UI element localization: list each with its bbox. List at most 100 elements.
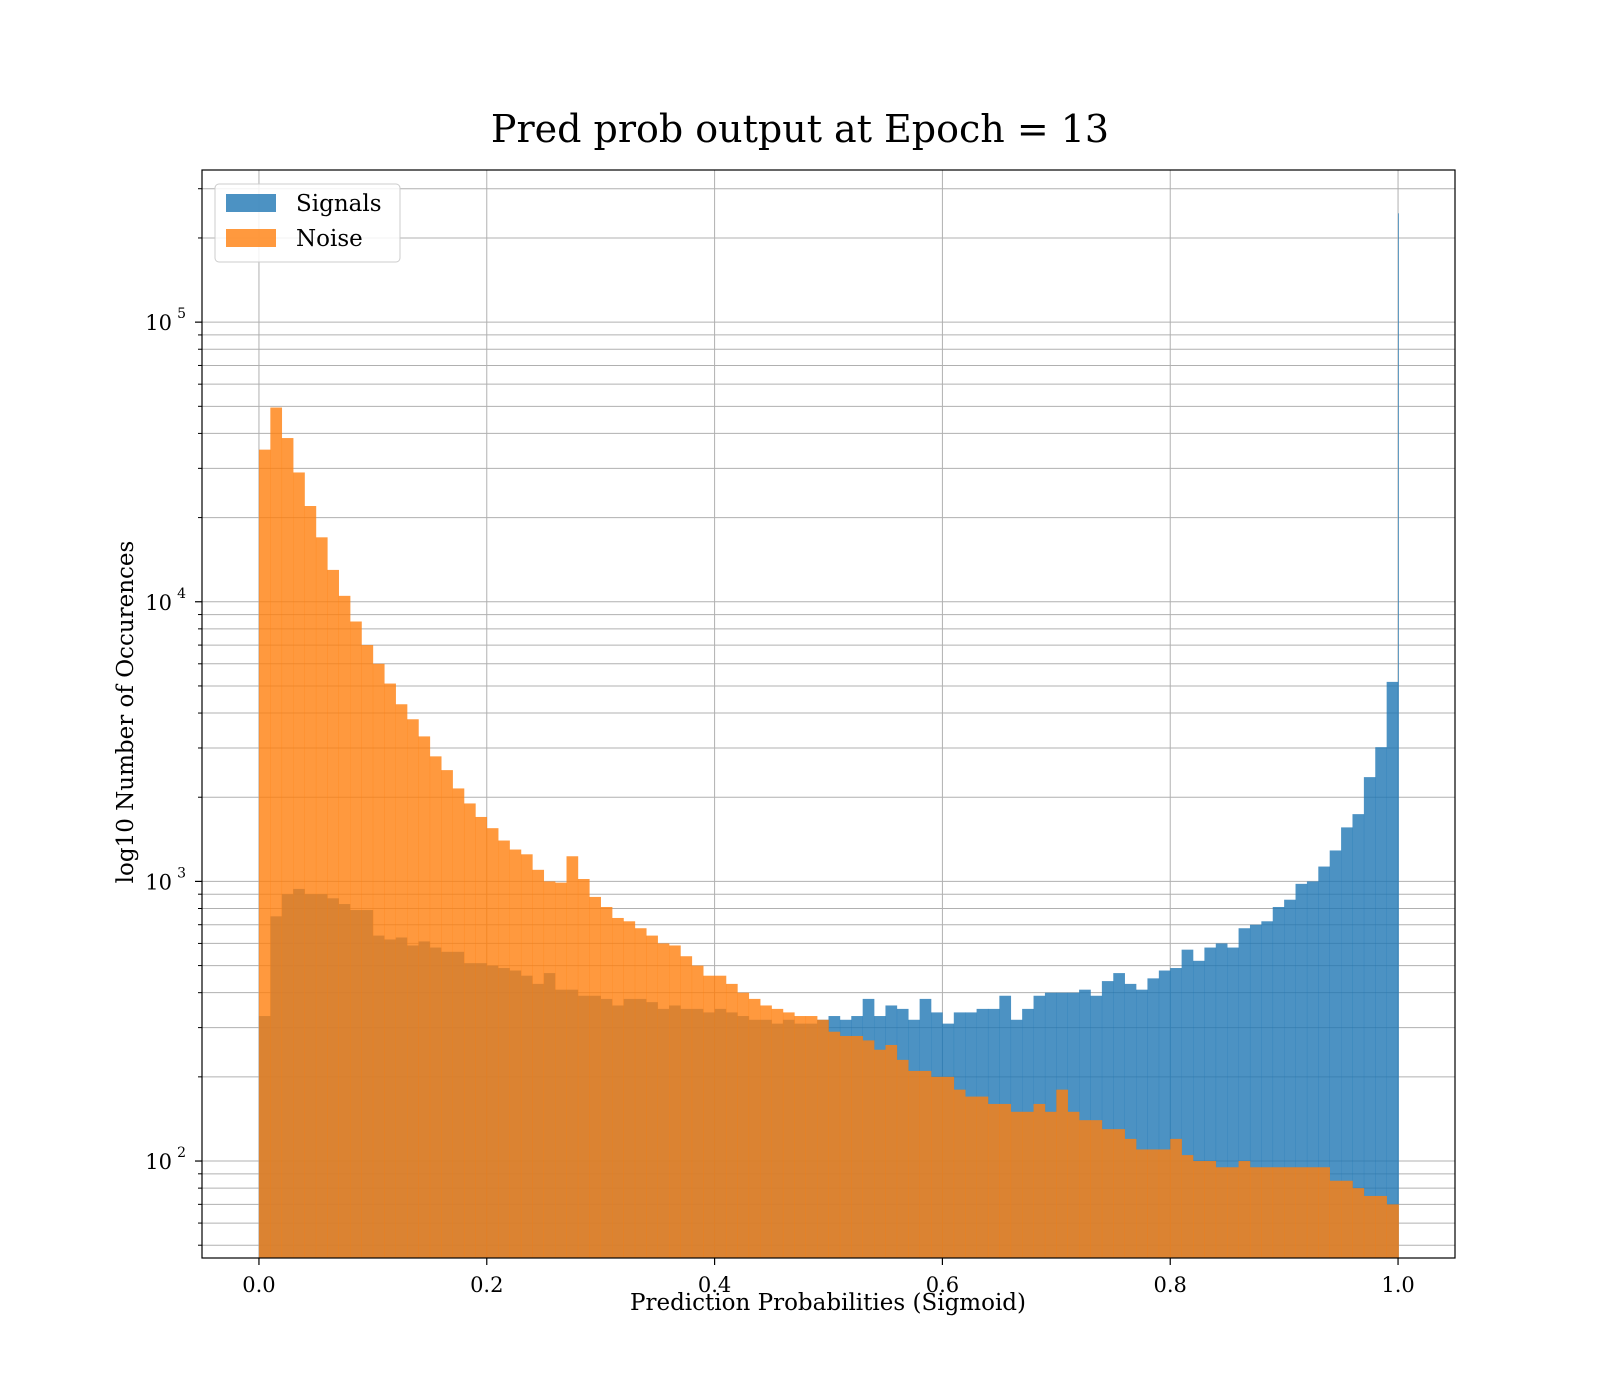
noise-bar bbox=[498, 840, 510, 1258]
legend-label-signals: Signals bbox=[296, 191, 382, 217]
noise-bar bbox=[532, 869, 545, 1258]
signals-bar bbox=[1284, 899, 1296, 1258]
noise-bar bbox=[1398, 1204, 1399, 1258]
noise-bar bbox=[600, 906, 613, 1258]
chart-title: Pred prob output at Epoch = 13 bbox=[491, 107, 1109, 151]
noise-bar bbox=[874, 1049, 886, 1258]
signals-bar bbox=[1113, 973, 1125, 1258]
noise-bar bbox=[805, 1016, 818, 1258]
noise-bar bbox=[452, 788, 465, 1258]
plot-frame bbox=[201, 169, 1456, 1259]
noise-bar bbox=[1341, 1180, 1353, 1258]
noise-bar bbox=[589, 896, 601, 1258]
signals-bar bbox=[1363, 777, 1376, 1258]
signals-bar bbox=[1147, 978, 1160, 1258]
noise-bar bbox=[828, 1031, 841, 1258]
signals-bar bbox=[1181, 949, 1194, 1258]
signals-bar bbox=[1261, 921, 1274, 1258]
signals-bar bbox=[1352, 814, 1365, 1258]
noise-bar bbox=[1295, 1167, 1308, 1258]
noise-bar bbox=[885, 1044, 898, 1258]
noise-bar bbox=[543, 881, 556, 1258]
signals-bar bbox=[1249, 924, 1262, 1258]
noise-bar bbox=[714, 975, 727, 1258]
noise-bar bbox=[771, 1008, 784, 1258]
signals-bar bbox=[1238, 928, 1251, 1258]
noise-bar bbox=[1375, 1195, 1387, 1258]
y-tick-exponent: 2 bbox=[177, 1145, 186, 1161]
noise-bar bbox=[623, 921, 636, 1258]
signals-bar bbox=[1295, 883, 1308, 1258]
legend-label-noise: Noise bbox=[296, 226, 363, 252]
y-tick-exponent: 5 bbox=[177, 306, 186, 322]
signals-bar bbox=[1158, 970, 1171, 1258]
noise-bar bbox=[1044, 1111, 1057, 1258]
noise-bar bbox=[327, 569, 339, 1258]
noise-bar bbox=[725, 983, 738, 1258]
signals-bar bbox=[1101, 981, 1114, 1258]
noise-bar bbox=[350, 621, 362, 1258]
noise-bar bbox=[748, 998, 761, 1258]
noise-bar bbox=[896, 1059, 909, 1258]
noise-bar bbox=[281, 438, 294, 1258]
y-tick-exponent: 3 bbox=[177, 865, 186, 881]
noise-bar bbox=[395, 704, 408, 1258]
noise-bar bbox=[862, 1040, 875, 1258]
x-tick-label: 1.0 bbox=[1381, 1273, 1414, 1297]
noise-bar bbox=[384, 683, 396, 1258]
noise-bar bbox=[304, 506, 317, 1258]
noise-bar bbox=[361, 645, 374, 1258]
noise-bar bbox=[760, 1005, 772, 1258]
noise-bar bbox=[953, 1089, 966, 1258]
noise-bar bbox=[1363, 1195, 1376, 1258]
noise-bar bbox=[372, 663, 385, 1258]
noise-bar bbox=[919, 1070, 932, 1258]
noise-bar bbox=[1284, 1167, 1296, 1258]
x-tick-label: 0.6 bbox=[926, 1273, 959, 1297]
signals-bar bbox=[1136, 989, 1148, 1258]
noise-bar bbox=[1261, 1167, 1274, 1258]
noise-bar bbox=[1238, 1161, 1251, 1258]
noise-bar bbox=[817, 1019, 829, 1258]
noise-bar bbox=[1329, 1180, 1342, 1258]
noise-bar bbox=[965, 1096, 977, 1258]
noise-bar bbox=[418, 736, 431, 1258]
signals-bar bbox=[1124, 983, 1137, 1258]
noise-bar bbox=[999, 1103, 1012, 1258]
noise-bar bbox=[908, 1070, 920, 1258]
legend-swatch-noise bbox=[226, 229, 276, 247]
noise-bar bbox=[1010, 1111, 1023, 1258]
legend-swatch-signals bbox=[226, 194, 276, 212]
noise-bar bbox=[1306, 1167, 1319, 1258]
legend: Signals Noise bbox=[214, 183, 401, 263]
noise-bar bbox=[475, 816, 488, 1258]
noise-bar bbox=[441, 770, 453, 1258]
noise-bar bbox=[1386, 1204, 1399, 1258]
noise-bar bbox=[555, 882, 567, 1258]
noise-bar bbox=[1033, 1103, 1046, 1258]
noise-bar bbox=[577, 878, 590, 1258]
signals-bar bbox=[1329, 850, 1342, 1258]
noise-bar bbox=[1181, 1155, 1194, 1258]
signals-bar bbox=[1215, 943, 1228, 1258]
noise-bar bbox=[1352, 1188, 1365, 1258]
noise-bar bbox=[703, 975, 715, 1258]
signals-bar bbox=[1398, 213, 1399, 1259]
noise-bar bbox=[646, 935, 658, 1258]
noise-bar bbox=[1204, 1161, 1217, 1258]
noise-bar bbox=[634, 928, 647, 1258]
y-tick-exponent: 4 bbox=[177, 586, 186, 602]
y-tick-label: 10 bbox=[145, 870, 172, 894]
x-tick-label: 0.2 bbox=[470, 1273, 503, 1297]
noise-bar bbox=[1170, 1138, 1182, 1258]
noise-bar bbox=[680, 956, 693, 1258]
noise-bar bbox=[566, 856, 579, 1258]
noise-bar bbox=[258, 449, 271, 1258]
noise-bar bbox=[782, 1012, 795, 1258]
noise-bar bbox=[976, 1096, 989, 1258]
noise-bar bbox=[691, 965, 704, 1258]
noise-bar bbox=[1272, 1167, 1285, 1258]
noise-bar bbox=[1022, 1111, 1034, 1258]
noise-bars bbox=[258, 407, 1399, 1259]
